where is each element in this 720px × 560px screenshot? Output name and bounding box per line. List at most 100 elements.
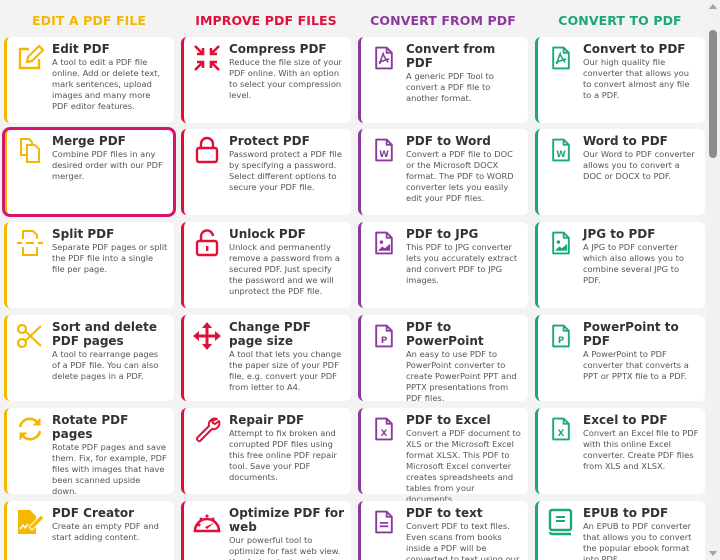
tool-title: EPUB to PDF [583, 506, 669, 520]
tool-card-change-pdf-page-size[interactable]: Change PDF page size A tool that lets you… [181, 315, 351, 401]
tool-card-split-pdf[interactable]: Split PDF Separate PDF pages or split the… [4, 222, 174, 308]
tool-description: Combine PDF files in any desired order w… [52, 149, 163, 181]
tool-title: Optimize PDF for web [229, 506, 345, 534]
tool-title: Word to PDF [583, 134, 668, 148]
tool-card-pdf-creator[interactable]: PDF Creator Create an empty PDF and start… [4, 501, 174, 560]
unlock-icon [192, 228, 222, 258]
tool-description: Attempt to fix broken and corrupted PDF … [229, 428, 337, 482]
tool-title: Protect PDF [229, 134, 310, 148]
tool-title: PDF to text [406, 506, 483, 520]
word-file-icon: W [369, 135, 399, 165]
tool-title: Edit PDF [52, 42, 110, 56]
tool-card-protect-pdf[interactable]: Protect PDF Password protect a PDF file b… [181, 129, 351, 215]
tool-description: Rotate PDF pages and save them. Fix, for… [52, 442, 167, 496]
tool-card-sort-and-delete-pdf-pages[interactable]: Sort and delete PDF pages A tool to rearr… [4, 315, 174, 401]
svg-text:P: P [381, 336, 387, 346]
create-icon [15, 507, 45, 537]
tool-title: Merge PDF [52, 134, 126, 148]
heading-edit: EDIT A PDF FILE [31, 13, 147, 28]
svg-text:P: P [558, 336, 564, 346]
tool-title: Repair PDF [229, 413, 305, 427]
tool-description: Unlock and permanently remove a password… [229, 242, 340, 296]
tool-title: Excel to PDF [583, 413, 668, 427]
excel-file-icon: X [546, 414, 576, 444]
tool-title: Sort and delete PDF pages [52, 320, 157, 348]
scroll-up-arrow-icon[interactable] [709, 4, 717, 9]
tool-title: Unlock PDF [229, 227, 306, 241]
tool-description: An easy to use PDF to PowerPoint convert… [406, 349, 517, 403]
tool-card-repair-pdf[interactable]: Repair PDF Attempt to fix broken and corr… [181, 408, 351, 494]
column-headings: EDIT A PDF FILE IMPROVE PDF FILES CONVER… [0, 13, 706, 31]
tool-card-unlock-pdf[interactable]: Unlock PDF Unlock and permanently remove … [181, 222, 351, 308]
merge-icon [15, 135, 45, 165]
image-file-icon [369, 228, 399, 258]
tool-card-pdf-to-jpg[interactable]: PDF to JPG This PDF to JPG converter lets… [358, 222, 528, 308]
tool-title: Rotate PDF pages [52, 413, 129, 441]
tool-description: A tool to rearrange pages of a PDF file.… [52, 349, 159, 381]
tool-card-convert-to-pdf[interactable]: Convert to PDF Our high quality file conv… [535, 37, 705, 123]
pdf-file-icon [546, 43, 576, 73]
svg-text:X: X [558, 429, 565, 439]
scrollbar-thumb[interactable] [709, 30, 717, 158]
tool-description: Create an empty PDF and start adding con… [52, 521, 159, 542]
tool-card-merge-pdf[interactable]: Merge PDF Combine PDF files in any desire… [2, 127, 176, 217]
tool-description: A JPG to PDF converter which also allows… [583, 242, 684, 285]
word-file-icon: W [546, 135, 576, 165]
tool-card-powerpoint-to-pdf[interactable]: P PowerPoint to PDF A PowerPoint to PDF co… [535, 315, 705, 401]
tool-card-convert-from-pdf[interactable]: Convert from PDF A generic PDF Tool to co… [358, 37, 528, 123]
svg-text:W: W [556, 150, 566, 160]
tool-description: A tool that lets you change the paper si… [229, 349, 342, 392]
edit-icon [15, 43, 45, 73]
tool-title: Split PDF [52, 227, 115, 241]
lock-icon [192, 135, 222, 165]
powerpoint-file-icon: P [369, 321, 399, 351]
tool-card-pdf-to-text[interactable]: PDF to text Convert PDF to text files. Ev… [358, 501, 528, 560]
split-icon [15, 228, 45, 258]
book-icon [546, 507, 576, 537]
tool-card-pdf-to-excel[interactable]: X PDF to Excel Convert a PDF document to X… [358, 408, 528, 504]
tool-description: Convert an Excel file to PDF with this o… [583, 428, 699, 471]
gauge-icon [192, 507, 222, 537]
tool-card-pdf-to-word[interactable]: W PDF to Word Convert a PDF file to DOC or… [358, 129, 528, 215]
tool-title: PDF to PowerPoint [406, 320, 484, 348]
heading-improve: IMPROVE PDF FILES [195, 13, 337, 28]
vertical-scrollbar[interactable] [706, 0, 720, 560]
svg-text:W: W [379, 150, 389, 160]
tool-card-optimize-pdf-for-web[interactable]: Optimize PDF for web Our powerful tool to… [181, 501, 351, 560]
heading-convert-to: CONVERT TO PDF [558, 13, 682, 28]
scroll-down-arrow-icon[interactable] [709, 551, 717, 556]
tool-card-word-to-pdf[interactable]: W Word to PDF Our Word to PDF converter al… [535, 129, 705, 215]
tool-title: Convert to PDF [583, 42, 686, 56]
move-arrows-icon [192, 321, 222, 351]
tool-description: Convert a PDF document to XLS or the Mic… [406, 428, 521, 504]
tool-description: A generic PDF Tool to convert a PDF file… [406, 71, 494, 103]
tool-card-excel-to-pdf[interactable]: X Excel to PDF Convert an Excel file to PD… [535, 408, 705, 494]
tool-title: Change PDF page size [229, 320, 311, 348]
tool-description: Our high quality file converter that all… [583, 57, 690, 100]
tool-description: Our powerful tool to optimize for fast w… [229, 535, 341, 560]
tool-description: Separate PDF pages or split the PDF file… [52, 242, 168, 274]
heading-convert-from: CONVERT FROM PDF [370, 13, 516, 28]
tool-card-epub-to-pdf[interactable]: EPUB to PDF An EPUB to PDF converter that… [535, 501, 705, 560]
tool-title: PDF to JPG [406, 227, 479, 241]
tool-description: This PDF to JPG converter lets you accur… [406, 242, 518, 285]
tool-title: PDF Creator [52, 506, 134, 520]
image-file-icon [546, 228, 576, 258]
tool-title: PDF to Excel [406, 413, 491, 427]
tool-card-pdf-to-powerpoint[interactable]: P PDF to PowerPoint An easy to use PDF to … [358, 315, 528, 403]
tool-title: PDF to Word [406, 134, 491, 148]
tool-description: A tool to edit a PDF file online. Add or… [52, 57, 161, 111]
compress-icon [192, 43, 222, 73]
tool-description: Our Word to PDF converter allows you to … [583, 149, 695, 181]
text-file-icon [369, 507, 399, 537]
pdf-file-icon [369, 43, 399, 73]
svg-text:X: X [381, 429, 388, 439]
tool-card-compress-pdf[interactable]: Compress PDF Reduce the file size of your… [181, 37, 351, 123]
tool-card-edit-pdf[interactable]: Edit PDF A tool to edit a PDF file online… [4, 37, 174, 123]
tool-card-jpg-to-pdf[interactable]: JPG to PDF A JPG to PDF converter which a… [535, 222, 705, 308]
tool-description: Reduce the file size of your PDF online.… [229, 57, 342, 100]
tool-description: A PowerPoint to PDF converter that conve… [583, 349, 689, 381]
tool-description: An EPUB to PDF converter that allows you… [583, 521, 692, 560]
tool-card-rotate-pdf-pages[interactable]: Rotate PDF pages Rotate PDF pages and sav… [4, 408, 174, 496]
